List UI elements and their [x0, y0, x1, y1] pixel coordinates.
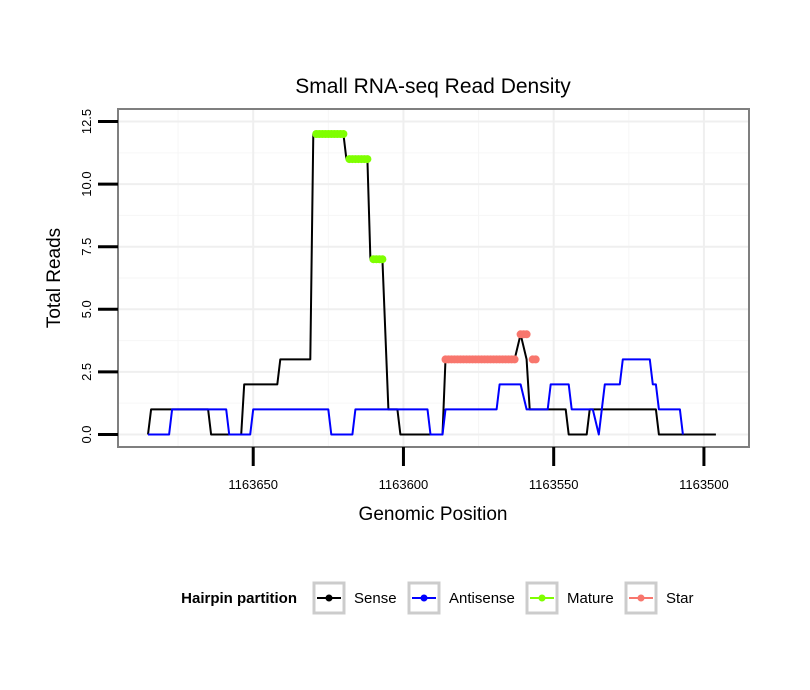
x-tick-label: 1163500: [679, 477, 729, 492]
data-point-star: [510, 355, 519, 364]
y-tick-label: 5.0: [79, 300, 94, 318]
x-tick-label: 1163600: [379, 477, 429, 492]
data-point-mature: [378, 255, 387, 264]
legend-item-star: Star: [624, 581, 694, 615]
legend-item-sense: Sense: [312, 581, 397, 615]
legend-label: Mature: [567, 590, 614, 607]
data-point-star: [531, 355, 540, 364]
legend-key-dot: [420, 594, 428, 602]
series-layer: [147, 130, 716, 436]
data-point-star: [522, 330, 531, 339]
legend-key-dot: [637, 594, 645, 602]
y-tick-label: 10.0: [79, 171, 94, 196]
x-axis: 1163650 1163600 1163550 1163500: [228, 447, 729, 492]
data-point-mature: [339, 130, 348, 138]
legend-key-dot: [325, 594, 333, 602]
legend-items: Sense Antisense Mature Star: [312, 581, 694, 615]
x-axis-label: Genomic Position: [359, 504, 508, 525]
panel-border: [117, 108, 750, 448]
y-tick-label: 7.5: [79, 238, 94, 256]
plot-panel: [117, 108, 750, 448]
y-tick-label: 0.0: [79, 425, 94, 443]
series-line-antisense: [148, 358, 684, 436]
x-tick-label: 1163650: [228, 477, 278, 492]
data-point-mature: [363, 155, 372, 164]
legend: Hairpin partition Sense Antisense Mature St…: [181, 581, 694, 615]
legend-label: Star: [666, 590, 694, 607]
y-tick-label: 12.5: [79, 109, 94, 134]
legend-label: Sense: [354, 590, 397, 607]
chart-title: Small RNA-seq Read Density: [295, 75, 571, 98]
legend-key-dot: [538, 594, 546, 602]
y-tick-label: 2.5: [79, 363, 94, 381]
legend-item-mature: Mature: [525, 581, 614, 615]
legend-title: Hairpin partition: [181, 590, 297, 607]
y-axis: 0.0 2.5 5.0 7.5 10.0 12.5: [79, 109, 118, 444]
legend-label: Antisense: [449, 590, 515, 607]
x-tick-label: 1163550: [529, 477, 579, 492]
legend-item-antisense: Antisense: [407, 581, 515, 615]
y-axis-label: Total Reads: [44, 228, 65, 328]
